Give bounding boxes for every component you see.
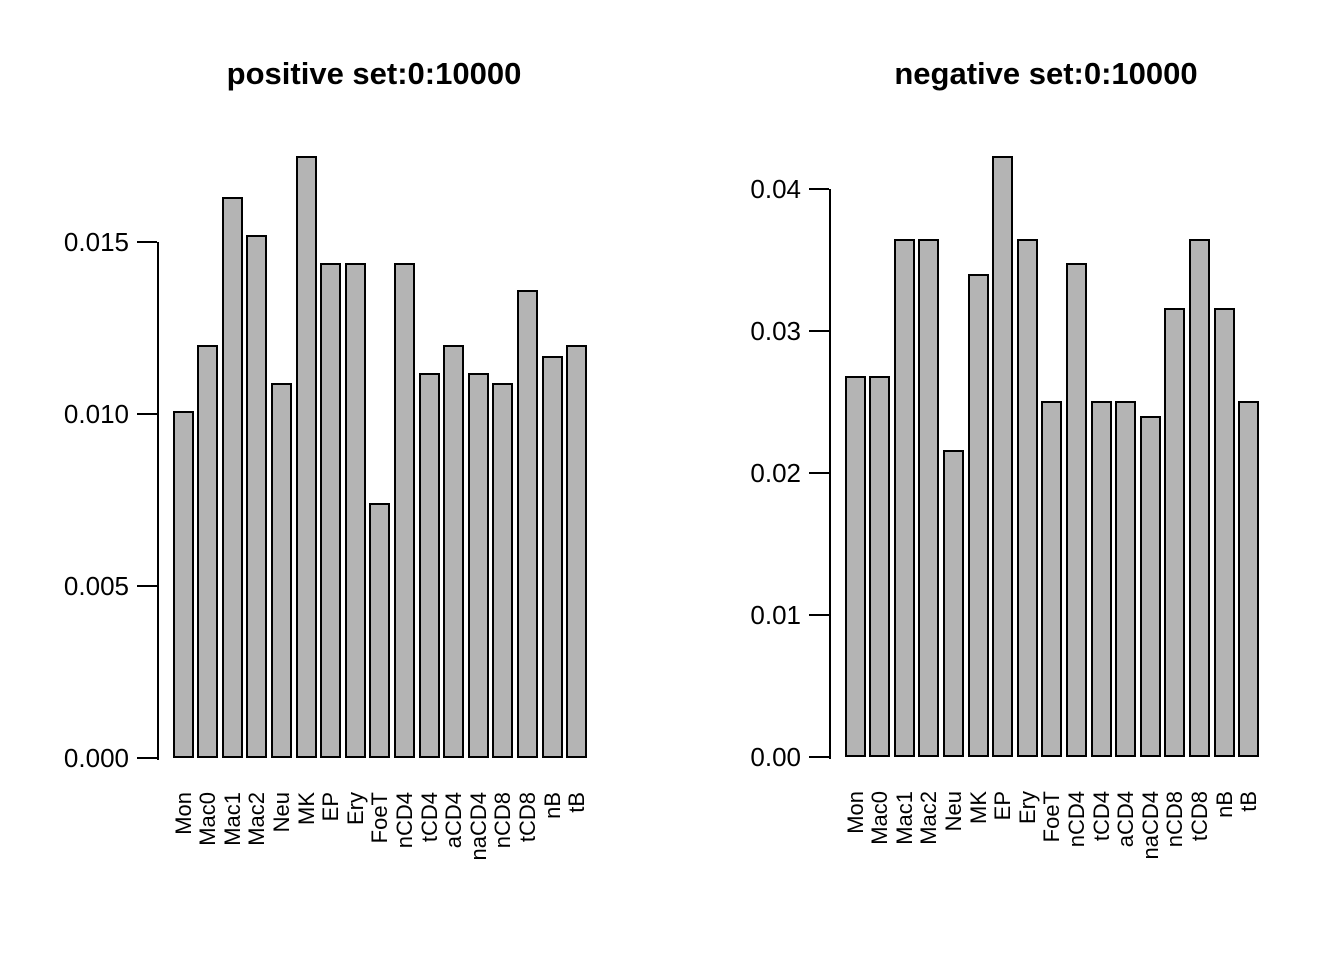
- bar-EP: [992, 156, 1013, 757]
- y-tick-label: 0.005: [63, 571, 129, 601]
- x-category-label-Mac1: Mac1: [219, 792, 245, 846]
- y-axis-line: [829, 189, 831, 759]
- x-category-label-aCD4: aCD4: [440, 792, 466, 849]
- bar-Mac0: [869, 376, 890, 757]
- y-axis-tick: [137, 241, 157, 243]
- bar-aCD4: [443, 345, 464, 758]
- x-category-label-naCD4: naCD4: [1137, 791, 1163, 860]
- bar-tCD8: [1189, 239, 1210, 757]
- x-category-label-nCD8: nCD8: [1161, 791, 1187, 848]
- x-category-label-Mac1: Mac1: [891, 791, 917, 845]
- x-category-label-Neu: Neu: [268, 792, 294, 833]
- x-category-label-Mon: Mon: [842, 791, 868, 834]
- x-category-label-Ery: Ery: [1014, 791, 1040, 824]
- chart-title-negative: negative set:0:10000: [894, 56, 1198, 91]
- bar-naCD4: [468, 373, 489, 758]
- x-category-label-Mac2: Mac2: [915, 791, 941, 845]
- bar-aCD4: [1115, 401, 1136, 757]
- bar-nCD8: [1164, 308, 1185, 757]
- chart-title-positive: positive set:0:10000: [226, 56, 522, 91]
- bar-Ery: [1017, 239, 1038, 757]
- y-tick-label: 0.04: [750, 174, 801, 204]
- bar-nCD8: [492, 383, 513, 758]
- y-axis-tick: [809, 614, 829, 616]
- x-category-label-nB: nB: [539, 792, 565, 819]
- x-category-label-tB: tB: [1235, 791, 1261, 812]
- x-category-label-Mac0: Mac0: [194, 792, 220, 846]
- bar-Neu: [943, 450, 964, 757]
- y-tick-label: 0.02: [750, 458, 801, 488]
- bar-Mac2: [246, 235, 267, 758]
- bar-FoeT: [369, 503, 390, 758]
- y-axis-tick: [809, 188, 829, 190]
- x-category-label-nCD4: nCD4: [391, 792, 417, 849]
- bar-MK: [296, 156, 317, 758]
- bar-Mon: [173, 411, 194, 758]
- y-axis-tick: [809, 756, 829, 758]
- y-tick-label: 0.00: [750, 742, 801, 772]
- bar-tCD8: [517, 290, 538, 758]
- x-category-label-aCD4: aCD4: [1112, 791, 1138, 848]
- bar-tB: [1238, 401, 1259, 757]
- x-category-label-MK: MK: [293, 792, 319, 825]
- bar-Mon: [845, 376, 866, 757]
- x-category-label-Mac0: Mac0: [866, 791, 892, 845]
- bar-Mac0: [197, 345, 218, 758]
- bar-Mac1: [222, 197, 243, 758]
- bar-Mac1: [894, 239, 915, 757]
- x-category-label-tCD8: tCD8: [1186, 791, 1212, 842]
- y-axis-tick: [137, 585, 157, 587]
- x-category-label-FoeT: FoeT: [1038, 791, 1064, 843]
- x-category-label-nB: nB: [1211, 791, 1237, 818]
- x-category-label-nCD4: nCD4: [1063, 791, 1089, 848]
- bar-Ery: [345, 263, 366, 758]
- bar-tB: [566, 345, 587, 758]
- x-category-label-Mac2: Mac2: [243, 792, 269, 846]
- bar-MK: [968, 274, 989, 757]
- bar-tCD4: [1091, 401, 1112, 757]
- bar-nCD4: [1066, 263, 1087, 757]
- x-category-label-EP: EP: [317, 792, 343, 822]
- x-category-label-naCD4: naCD4: [465, 792, 491, 861]
- bar-naCD4: [1140, 416, 1161, 757]
- y-tick-label: 0.000: [63, 743, 129, 773]
- x-category-label-Ery: Ery: [342, 792, 368, 825]
- bar-FoeT: [1041, 401, 1062, 757]
- y-tick-label: 0.01: [750, 600, 801, 630]
- bar-nCD4: [394, 263, 415, 758]
- y-axis-tick: [137, 413, 157, 415]
- y-axis-tick: [809, 472, 829, 474]
- y-tick-label: 0.015: [63, 227, 129, 257]
- x-category-label-tCD4: tCD4: [416, 792, 442, 843]
- x-category-label-tCD4: tCD4: [1088, 791, 1114, 842]
- y-tick-label: 0.010: [63, 399, 129, 429]
- x-category-label-Neu: Neu: [940, 791, 966, 832]
- y-axis-tick: [137, 757, 157, 759]
- x-category-label-FoeT: FoeT: [366, 792, 392, 844]
- y-axis-line: [157, 242, 159, 760]
- y-axis-tick: [809, 330, 829, 332]
- bar-tCD4: [419, 373, 440, 758]
- x-category-label-Mon: Mon: [170, 792, 196, 835]
- bar-Mac2: [918, 239, 939, 757]
- x-category-label-nCD8: nCD8: [489, 792, 515, 849]
- bar-Neu: [271, 383, 292, 758]
- bar-nB: [542, 356, 563, 758]
- y-tick-label: 0.03: [750, 316, 801, 346]
- x-category-label-tB: tB: [563, 792, 589, 813]
- bar-EP: [320, 263, 341, 758]
- x-category-label-MK: MK: [965, 791, 991, 824]
- x-category-label-tCD8: tCD8: [514, 792, 540, 843]
- bar-nB: [1214, 308, 1235, 757]
- x-category-label-EP: EP: [989, 791, 1015, 821]
